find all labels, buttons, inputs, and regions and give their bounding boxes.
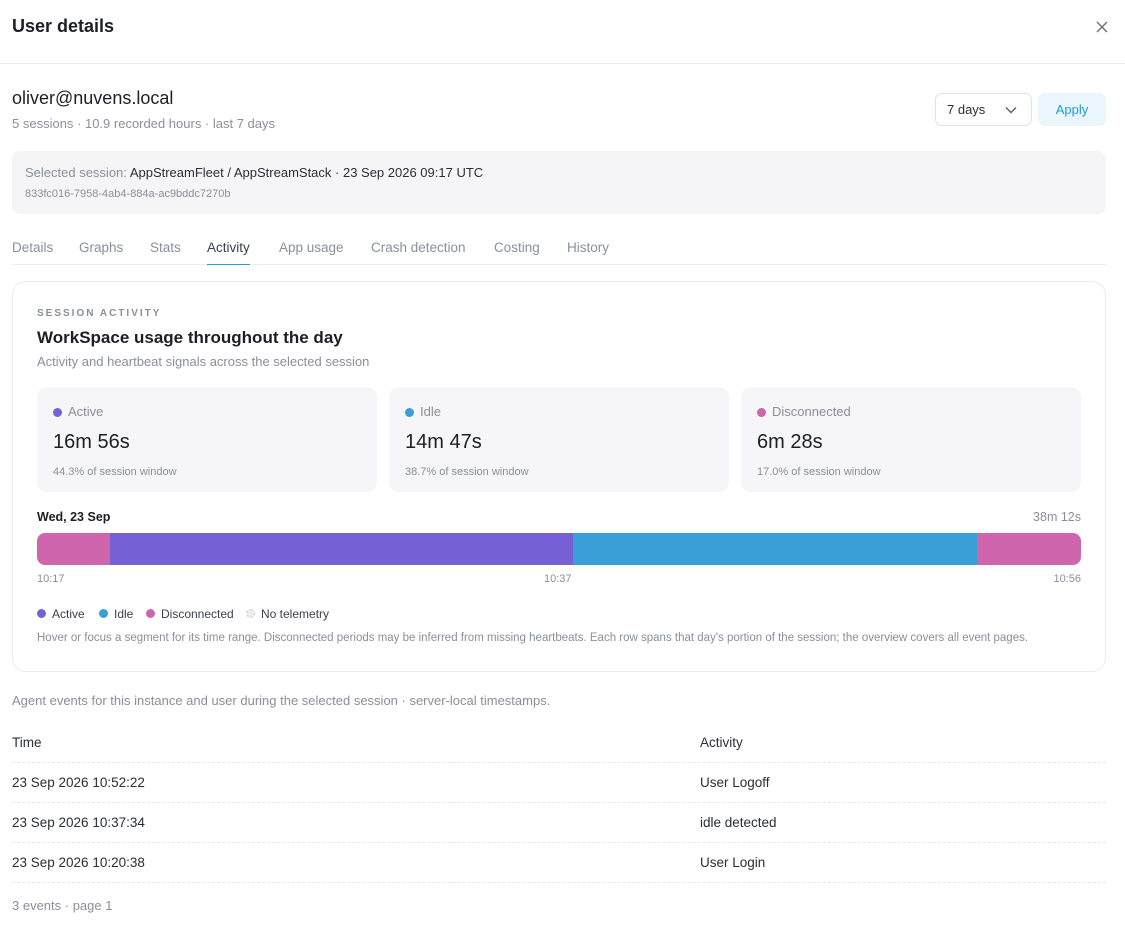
card-subtitle: Activity and heartbeat signals across th… [37,354,370,369]
table-row: 23 Sep 2026 10:20:38 User Login [12,843,1106,883]
event-activity: User Login [700,855,766,870]
tab-costing[interactable]: Costing [494,240,540,255]
event-activity: User Logoff [700,775,770,790]
stat-idle: Idle 14m 47s 38.7% of session window [389,387,729,492]
stat-value: 16m 56s [53,431,130,453]
legend-dot [99,609,108,618]
stat-value: 6m 28s [757,431,823,453]
card-eyebrow: SESSION ACTIVITY [37,308,162,319]
idle-dot [405,408,414,417]
events-footer: 3 events · page 1 [12,898,113,913]
stat-disconnected: Disconnected 6m 28s 17.0% of session win… [741,387,1081,492]
table-row: 23 Sep 2026 10:37:34 idle detected [12,803,1106,843]
column-header-activity: Activity [700,735,743,750]
table-row: 23 Sep 2026 10:52:22 User Logoff [12,763,1106,803]
stat-percent: 38.7% of session window [405,466,529,478]
tab-activity[interactable]: Activity [207,240,250,265]
legend-label: Idle [114,607,134,621]
selected-session-value: AppStreamFleet / AppStreamStack · 23 Sep… [129,165,484,180]
chevron-down-icon [1005,107,1017,114]
tab-details[interactable]: Details [12,240,54,255]
events-table: Time Activity 23 Sep 2026 10:52:22 User … [12,723,1106,883]
dialog-header: User details [0,0,1125,64]
timeline-day-total: 38m 12s [1033,510,1081,524]
table-header: Time Activity [12,723,1106,763]
stat-label: Idle [420,404,441,419]
dialog-title: User details [12,16,115,36]
range-select-value: 7 days [947,102,986,117]
tab-app-usage[interactable]: App usage [279,240,344,255]
timeline-tick-mid: 10:37 [544,573,572,585]
disconnected-dot [757,408,766,417]
timeline-segment-disconnected[interactable] [976,533,1081,565]
tab-crash-detection[interactable]: Crash detection [371,240,466,255]
events-description: Agent events for this instance and user … [12,693,551,708]
timeline-hint: Hover or focus a segment for its time ra… [37,632,1029,644]
legend-dot [37,609,46,618]
timeline-tick-start: 10:17 [37,573,65,585]
event-time: 23 Sep 2026 10:37:34 [12,815,145,830]
range-select[interactable]: 7 days [935,93,1032,126]
user-email: oliver@nuvens.local [12,88,174,108]
tab-graphs[interactable]: Graphs [79,240,124,255]
stat-value: 14m 47s [405,431,482,453]
legend-label: Active [52,607,85,621]
stat-percent: 17.0% of session window [757,466,881,478]
apply-button[interactable]: Apply [1038,93,1106,126]
selected-session-panel: Selected session: AppStreamFleet / AppSt… [12,151,1106,214]
close-icon[interactable] [1093,18,1111,36]
tab-bar: Details Graphs Stats Activity App usage … [12,237,1106,265]
tab-stats[interactable]: Stats [150,240,181,255]
legend-label: Disconnected [161,607,234,621]
stat-label: Active [68,404,104,419]
card-title: WorkSpace usage throughout the day [37,328,343,347]
session-id: 833fc016-7958-4ab4-884a-ac9bddc7270b [25,188,231,200]
event-time: 23 Sep 2026 10:52:22 [12,775,145,790]
timeline-day-label: Wed, 23 Sep [37,510,111,524]
tab-history[interactable]: History [567,240,610,255]
event-time: 23 Sep 2026 10:20:38 [12,855,145,870]
timeline-segment-disconnected[interactable] [37,533,111,565]
legend-dot [246,609,255,618]
session-activity-card: SESSION ACTIVITY WorkSpace usage through… [12,281,1106,672]
event-activity: idle detected [700,815,777,830]
selected-session-line: Selected session: AppStreamFleet / AppSt… [25,165,483,180]
stat-label: Disconnected [772,404,851,419]
activity-timeline [37,533,1081,565]
legend-label: No telemetry [261,607,330,621]
timeline-tick-end: 10:56 [1053,573,1081,585]
timeline-segment-idle[interactable] [572,533,977,565]
user-meta: 5 sessions · 10.9 recorded hours · last … [12,116,276,131]
stat-active: Active 16m 56s 44.3% of session window [37,387,377,492]
stat-percent: 44.3% of session window [53,466,177,478]
selected-session-label: Selected session: [25,165,127,180]
timeline-segment-active[interactable] [110,533,573,565]
legend-dot [146,609,155,618]
column-header-time: Time [12,735,42,750]
active-dot [53,408,62,417]
